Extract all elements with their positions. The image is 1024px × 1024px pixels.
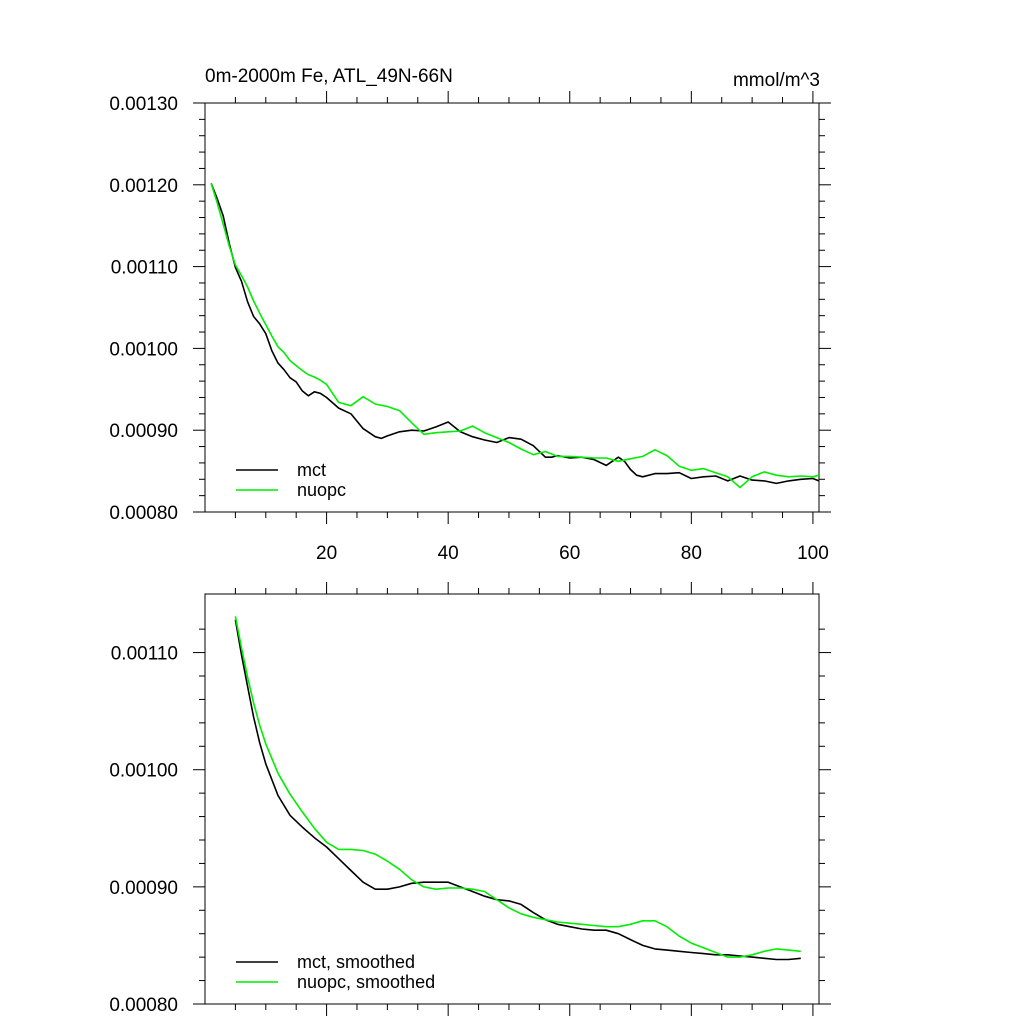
top-panel: 20 40 60 80 100 0.00080 0.00090 0.00100 0.00110 0… xyxy=(109,91,831,564)
y-tick-label: 0.00130 xyxy=(109,94,178,115)
x-tick-label: 60 xyxy=(559,543,580,564)
bottom-panel: 0.00080 0.00090 0.00100 0.00110 mct, smoothe… xyxy=(109,582,831,1016)
y-tick-label: 0.00120 xyxy=(109,176,178,197)
legend-label: mct xyxy=(297,460,326,480)
chart-title: 0m-2000m Fe, ATL_49N-66N xyxy=(205,66,453,87)
legend-label: nuopc xyxy=(297,480,346,500)
plot-frame xyxy=(204,593,820,1005)
y-tick-label: 0.00110 xyxy=(111,258,178,279)
y-tick-label: 0.00080 xyxy=(109,503,178,524)
y-tick-label: 0.00110 xyxy=(111,644,178,665)
x-tick-label: 80 xyxy=(681,543,702,564)
series-line-mct xyxy=(210,182,820,485)
y-tick-label: 0.00100 xyxy=(109,339,178,360)
plot-frame xyxy=(204,102,820,513)
series-line-nuopc-smoothed xyxy=(234,616,801,958)
series-line-nuopc xyxy=(210,182,820,489)
y-tick-label: 0.00100 xyxy=(109,761,178,782)
x-tick-label: 100 xyxy=(797,543,829,564)
units-label: mmol/m^3 xyxy=(733,70,820,91)
y-tick-label: 0.00080 xyxy=(109,995,178,1016)
y-tick-label: 0.00090 xyxy=(109,878,178,899)
x-tick-label: 40 xyxy=(438,543,459,564)
y-tick-label: 0.00090 xyxy=(109,421,178,442)
x-tick-label: 20 xyxy=(316,543,337,564)
legend-label: mct, smoothed xyxy=(297,952,415,972)
legend-label: nuopc, smoothed xyxy=(297,972,435,992)
series-line-mct-smoothed xyxy=(234,619,801,961)
